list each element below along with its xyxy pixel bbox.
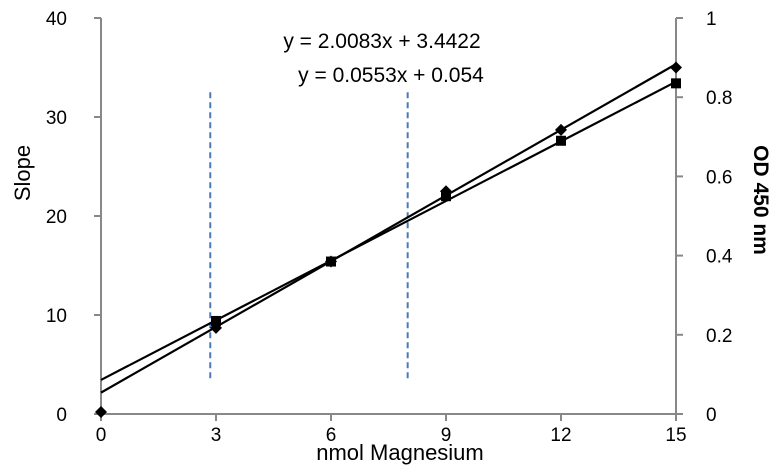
marker-square [326, 256, 336, 267]
y-left-tick-label: 0 [56, 405, 67, 426]
equation-1: y = 2.0083x + 3.4422 [283, 30, 480, 53]
trendline-1 [100, 80, 677, 381]
marker-square [211, 315, 221, 326]
y-right-tick-label: 0.8 [706, 88, 732, 109]
x-tick-label: 6 [326, 425, 337, 446]
x-axis-title: nmol Magnesium [316, 440, 484, 465]
trendlines [100, 63, 677, 394]
y-right-tick-label: 0.2 [706, 326, 732, 347]
y-left-tick-label: 10 [46, 306, 67, 327]
y-left-tick-label: 20 [46, 207, 67, 228]
y-right-tick-label: 0 [706, 405, 717, 426]
y-right-tick-label: 0.4 [706, 247, 733, 268]
x-tick-label: 3 [211, 425, 222, 446]
marker-diamond [95, 406, 107, 419]
x-tick-label: 15 [665, 425, 686, 446]
trendline-2 [100, 63, 677, 394]
marker-square [441, 191, 451, 202]
y-right-tick-label: 0.6 [706, 167, 732, 188]
x-tick-label: 0 [96, 425, 107, 446]
reference-lines [209, 92, 409, 380]
y-left-tick-label: 30 [46, 108, 67, 129]
marker-diamond [670, 61, 682, 74]
tick-labels: 0 3 6 9 12 15 0 10 20 30 40 0 0.2 0.4 0.6 0.8 1 [46, 9, 733, 446]
equation-2: y = 0.0553x + 0.054 [298, 64, 484, 87]
y-left-axis-title: Slope [10, 145, 35, 201]
data-markers [95, 61, 682, 419]
marker-diamond [555, 123, 567, 136]
y-right-axis-title: OD 450 nm [749, 145, 769, 255]
x-tick-label: 12 [550, 425, 571, 446]
marker-square [556, 135, 566, 146]
marker-square [671, 78, 681, 89]
y-right-tick-label: 1 [706, 9, 717, 30]
y-left-tick-label: 40 [46, 9, 67, 30]
x-tick-label: 9 [441, 425, 452, 446]
